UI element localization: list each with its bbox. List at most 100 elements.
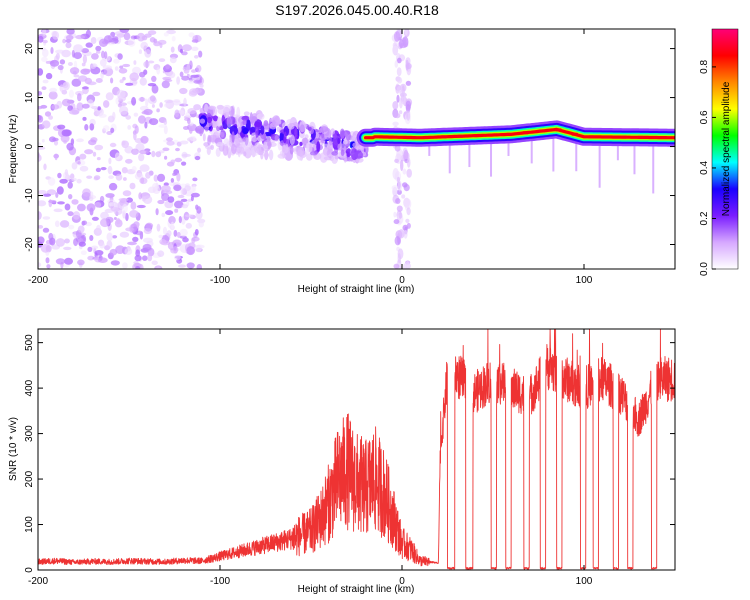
noise-speckle — [53, 208, 63, 213]
streak-speckle — [404, 29, 408, 36]
noise-speckle — [168, 216, 176, 225]
noise-speckle — [134, 125, 139, 134]
noise-speckle — [191, 46, 199, 51]
band-speckle — [337, 137, 341, 144]
noise-speckle — [151, 150, 156, 158]
noise-speckle — [129, 182, 136, 190]
noise-speckle — [109, 248, 118, 256]
streak-speckle — [399, 42, 407, 49]
noise-speckle — [106, 208, 112, 213]
noise-speckle — [85, 29, 91, 38]
streak-speckle — [393, 219, 400, 225]
band-speckle — [250, 126, 256, 133]
streak-speckle — [394, 158, 399, 163]
noise-speckle — [45, 72, 53, 80]
noise-speckle — [152, 182, 160, 190]
noise-speckle — [157, 199, 165, 205]
noise-speckle — [38, 146, 46, 150]
band-speckle — [277, 153, 287, 159]
noise-speckle — [169, 56, 177, 64]
noise-speckle — [164, 79, 173, 82]
noise-speckle — [42, 29, 47, 36]
band-speckle — [356, 145, 365, 151]
noise-speckle — [162, 226, 168, 235]
band-speckle — [316, 141, 321, 152]
carrier-peak — [636, 135, 644, 139]
streak-speckle — [393, 31, 401, 42]
band-speckle — [263, 141, 269, 151]
band-speckle — [212, 115, 219, 122]
band-speckle — [231, 143, 237, 155]
band-speckle — [319, 152, 328, 163]
noise-speckle — [125, 212, 129, 222]
noise-speckle — [161, 80, 170, 89]
noise-speckle — [122, 190, 132, 197]
colorbar-gradient — [711, 28, 739, 270]
noise-speckle — [126, 197, 133, 203]
noise-speckle — [181, 153, 191, 157]
spectrogram-xtick-label: -100 — [210, 275, 230, 286]
noise-speckle — [41, 120, 51, 129]
band-speckle — [210, 144, 215, 150]
carrier-peak — [505, 132, 513, 136]
streak-speckle — [394, 236, 401, 246]
noise-speckle — [46, 189, 57, 196]
band-speckle — [207, 105, 216, 110]
noise-speckle — [64, 238, 70, 244]
snr-panel: -200 -100 0 100 0 100 200 300 400 500 Height of s… — [8, 328, 676, 595]
noise-speckle — [119, 79, 124, 84]
noise-speckle — [195, 204, 199, 210]
noise-speckle — [82, 220, 87, 226]
noise-speckle — [64, 169, 69, 176]
noise-speckle — [170, 159, 176, 165]
noise-speckle — [96, 157, 101, 161]
snr-line-area — [38, 329, 675, 570]
noise-speckle — [121, 203, 128, 213]
carrier-peak — [489, 133, 497, 137]
noise-speckle — [69, 109, 79, 115]
noise-speckle — [38, 262, 42, 268]
streak-speckle — [394, 144, 401, 152]
noise-speckle — [121, 167, 128, 174]
noise-speckle — [76, 138, 84, 143]
snr-line — [38, 329, 675, 570]
noise-speckle — [174, 157, 183, 163]
noise-speckle — [73, 51, 82, 60]
noise-speckle — [166, 29, 177, 35]
noise-speckle — [54, 220, 60, 228]
noise-speckle — [62, 82, 69, 89]
noise-speckle — [139, 177, 148, 185]
noise-speckle — [159, 102, 163, 108]
snr-ticks: -200 -100 0 100 0 100 200 300 400 500 — [24, 329, 675, 587]
noise-speckle — [42, 48, 49, 58]
noise-speckle — [115, 97, 120, 105]
noise-speckle — [105, 92, 114, 101]
noise-speckle — [180, 48, 183, 54]
noise-speckle — [173, 184, 182, 192]
noise-speckle — [193, 79, 203, 84]
noise-speckle — [136, 204, 146, 209]
spectrogram-xtick-label: -200 — [28, 275, 48, 286]
noise-speckle — [125, 227, 134, 232]
noise-speckle — [118, 198, 129, 202]
noise-speckle — [176, 231, 181, 238]
noise-speckle — [92, 91, 101, 97]
band-speckle — [199, 118, 206, 124]
noise-speckle — [108, 175, 114, 180]
noise-speckle — [64, 257, 73, 265]
noise-speckle — [176, 76, 181, 85]
band-speckle — [299, 120, 306, 133]
noise-speckle — [90, 64, 97, 69]
noise-speckle — [181, 161, 187, 166]
streak-speckle — [405, 80, 412, 86]
streak-speckle — [406, 222, 411, 229]
noise-speckle — [179, 228, 188, 237]
noise-speckle — [73, 60, 78, 69]
noise-speckle — [89, 123, 95, 131]
noise-speckle — [147, 60, 155, 64]
noise-speckle — [42, 39, 48, 44]
streak-speckle — [396, 57, 402, 64]
band-speckle — [243, 111, 250, 116]
band-speckle — [286, 118, 296, 124]
